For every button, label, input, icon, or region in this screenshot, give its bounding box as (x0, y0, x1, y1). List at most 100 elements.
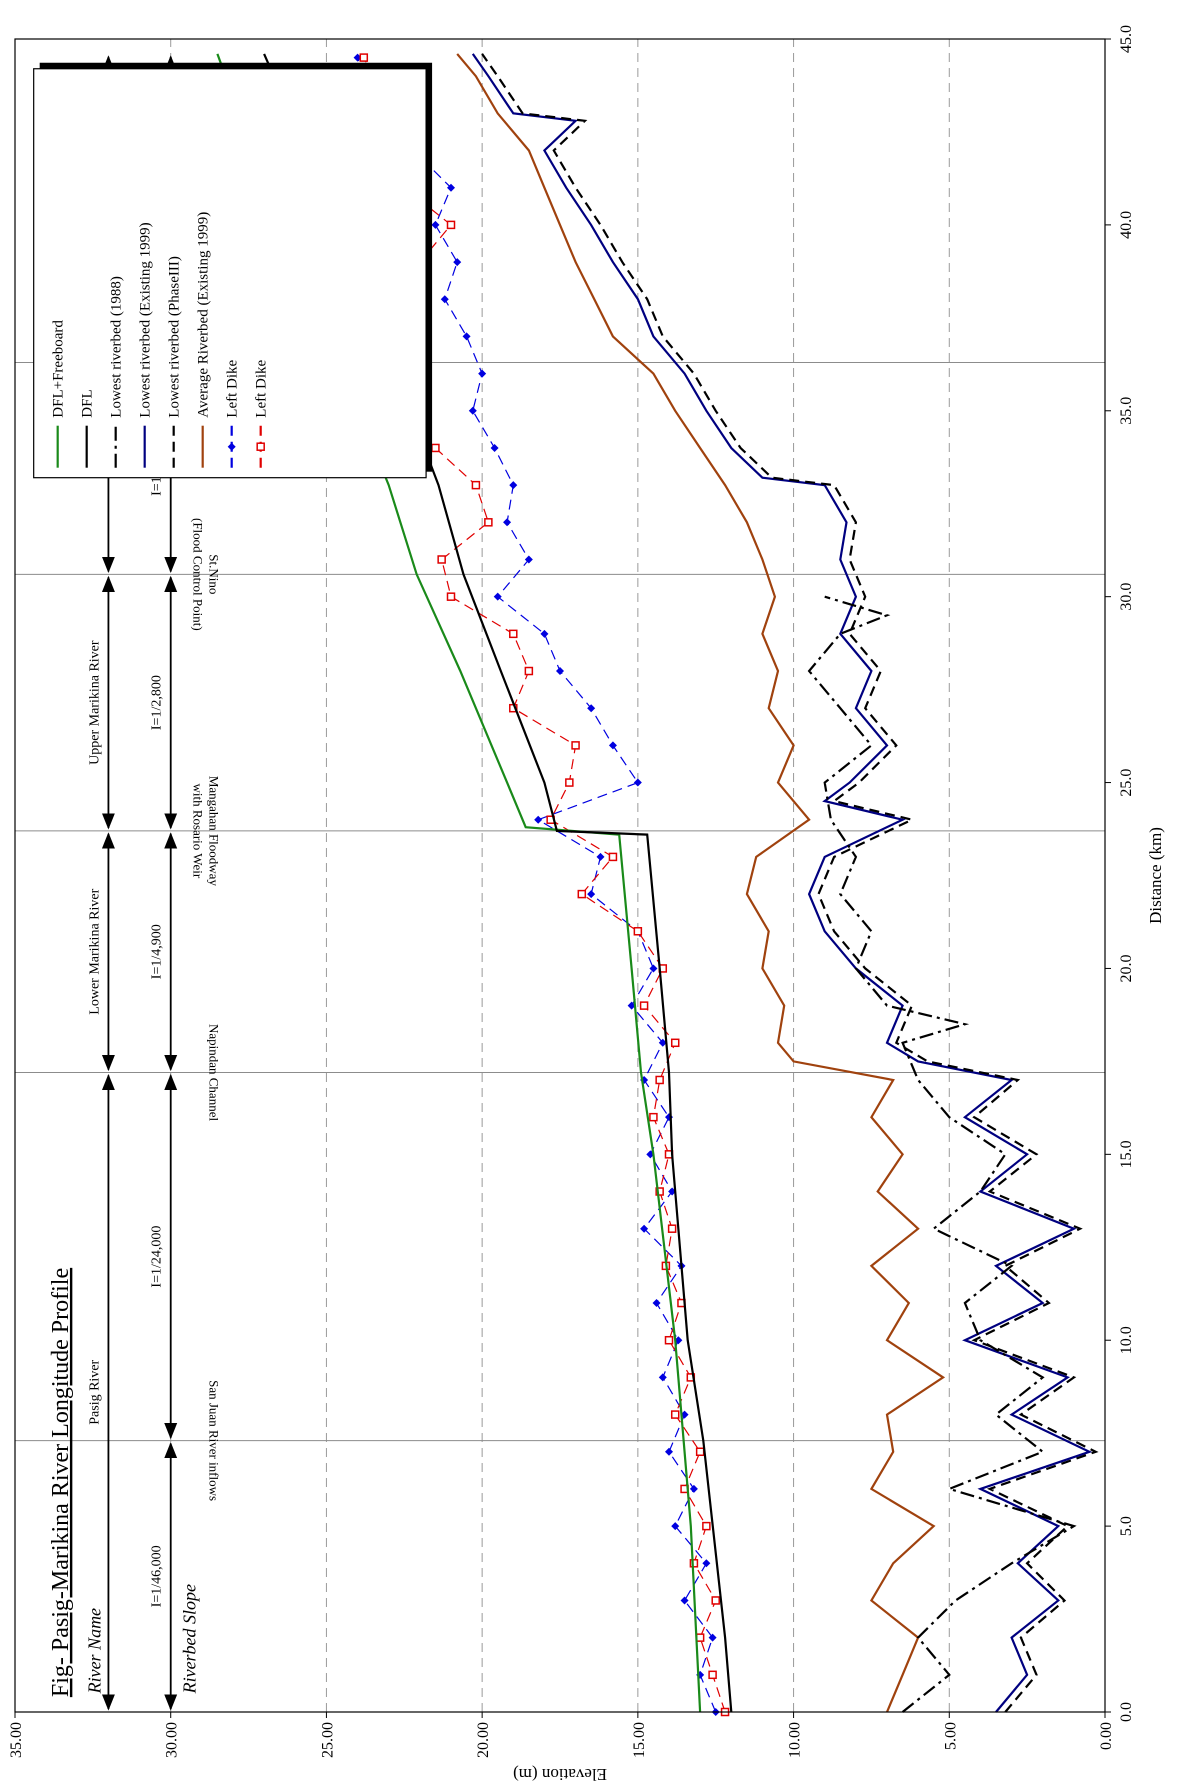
legend-label: Lowest riverbed (Existing 1999) (138, 222, 154, 417)
data-point (639, 1001, 649, 1010)
data-point (633, 927, 643, 936)
data-point (608, 741, 617, 750)
series-line (807, 595, 1077, 1713)
series-3 (471, 53, 1093, 1713)
legend-box (33, 68, 427, 479)
legend-label: Lowest riverbed (1988) (109, 276, 125, 418)
data-point (652, 1299, 661, 1308)
annotation-text: St.Nino (206, 554, 221, 594)
y-tick-label: 5.00 (942, 1722, 959, 1750)
y-tick-label: 30.00 (164, 1722, 181, 1758)
y-tick-label: 35.00 (8, 1722, 25, 1758)
data-point (503, 518, 512, 527)
data-point (587, 890, 596, 899)
legend: DFL+Freeboard DFL Lowest riverbed (1988) Lo… (33, 62, 433, 479)
data-point (658, 1373, 667, 1382)
data-point (608, 852, 618, 862)
y-tick-label: 25.00 (319, 1722, 336, 1758)
x-tick-label: 30.0 (1118, 583, 1135, 611)
data-point (596, 852, 605, 861)
x-tick-label: 15.0 (1118, 1140, 1135, 1168)
data-point (565, 778, 574, 787)
x-tick-label: 25.0 (1118, 769, 1135, 797)
y-tick-label: 10.00 (787, 1722, 804, 1758)
river-name: Pasig River (87, 1359, 102, 1424)
data-point (446, 220, 456, 230)
series-line (471, 53, 1093, 1713)
data-point (649, 1112, 658, 1122)
series-4 (481, 53, 1099, 1713)
data-point (702, 1521, 711, 1531)
data-point (670, 1410, 680, 1419)
slope-label: I=1/2,800 (150, 675, 165, 730)
data-point (471, 480, 481, 490)
chart-title: Fig- Pasig-Marikina River Longitude Prof… (48, 1268, 74, 1697)
x-tick-label: 5.0 (1118, 1516, 1135, 1536)
legend-marker (227, 442, 236, 451)
data-point (587, 704, 596, 713)
legend-label: DFL+Freeboard (51, 320, 67, 418)
series-line (456, 53, 946, 1713)
data-point (447, 183, 455, 192)
slope-label: I=1/4,900 (150, 924, 165, 979)
data-point (431, 220, 440, 229)
slope-label: I=1/24,000 (150, 1226, 165, 1288)
data-point (702, 1559, 711, 1568)
legend-label: Left Dike (254, 359, 270, 417)
data-point (446, 592, 456, 601)
y-tick-label: 15.00 (631, 1722, 648, 1758)
series-2 (807, 595, 1077, 1713)
data-point (431, 443, 440, 453)
data-point (359, 53, 369, 62)
x-tick-label: 35.0 (1118, 397, 1135, 425)
x-tick-label: 40.0 (1118, 211, 1135, 239)
data-point (649, 964, 658, 973)
data-point (437, 555, 446, 564)
data-point (534, 815, 543, 824)
data-point (453, 258, 462, 267)
annotation-text: San Juan River inflows (206, 1380, 221, 1501)
x-tick-label: 20.0 (1118, 954, 1135, 982)
y-tick-label: 0.00 (1098, 1722, 1115, 1750)
x-tick-label: 0.0 (1118, 1702, 1135, 1722)
plot-frame (14, 38, 1106, 1713)
data-point (490, 443, 499, 452)
series-line (481, 53, 1099, 1713)
data-point (670, 1038, 680, 1048)
data-series (216, 53, 1099, 1717)
data-point (524, 666, 534, 676)
data-point (680, 1596, 689, 1605)
annotations: San Juan River inflows Napindan Channel Ma… (190, 308, 221, 1502)
data-point (462, 332, 471, 341)
data-point (655, 1075, 664, 1085)
data-point (524, 555, 533, 564)
legend-label: DFL (80, 389, 96, 417)
legend-label: Lowest riverbed (PhaseIII) (167, 256, 183, 418)
data-point (556, 667, 564, 676)
x-tick-label: 45.0 (1118, 25, 1135, 53)
data-point (665, 1447, 673, 1456)
data-point (540, 629, 549, 638)
axis-ticks: 0.00 5.00 10.00 15.00 20.00 25.00 30.00 35.00 0.… (8, 25, 1135, 1758)
data-point (695, 1447, 705, 1457)
slope-label: I=1/46,000 (150, 1545, 165, 1607)
data-point (440, 295, 449, 304)
data-point (484, 518, 493, 527)
annotation-text: (Flood Control Point) (190, 518, 205, 631)
data-point (478, 369, 487, 378)
data-point (667, 1224, 677, 1233)
rotated-chart-group: 0.00 5.00 10.00 15.00 20.00 25.00 30.00 35.00 0.… (8, 25, 1165, 1784)
legend-marker (256, 442, 265, 451)
data-point (711, 1596, 720, 1605)
river-name: Upper Marikina River (87, 640, 102, 765)
data-point (708, 1670, 717, 1680)
data-point (627, 1001, 636, 1010)
data-point (468, 406, 477, 415)
river-name: Lower Marikina River (87, 888, 102, 1014)
data-point (633, 778, 642, 787)
data-point (509, 629, 518, 639)
data-point (509, 481, 518, 490)
y-tick-label: 20.00 (475, 1722, 492, 1758)
river-name-label: River Name (85, 1608, 105, 1694)
